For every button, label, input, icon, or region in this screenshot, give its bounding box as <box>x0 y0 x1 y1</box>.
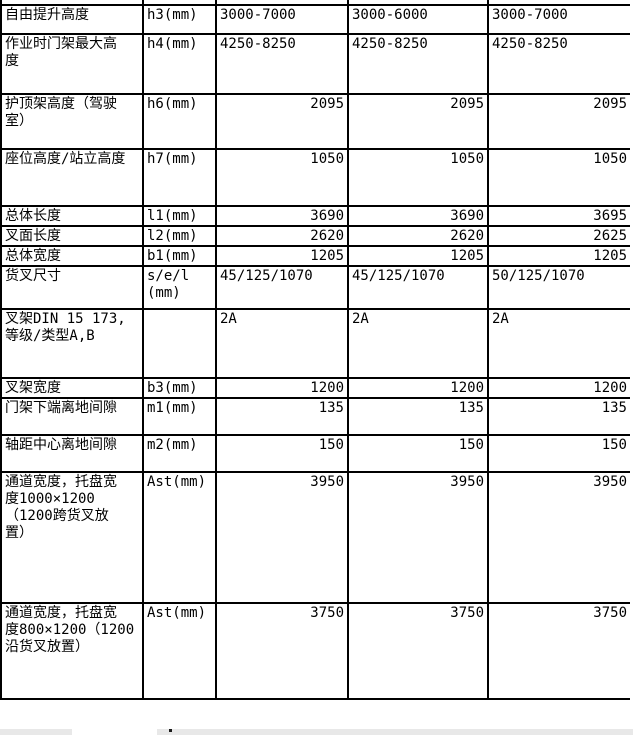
spec-name-cell[interactable]: 总体宽度 <box>0 245 144 267</box>
model-2-value-cell[interactable]: 2095 <box>347 93 489 150</box>
model-2-value-cell[interactable]: 45/125/1070 <box>347 265 489 310</box>
model-3-value-cell[interactable]: 1200 <box>487 377 632 399</box>
table-row: 总体宽度 b1(mm) 1205 1205 1205 <box>0 245 632 267</box>
parameter-symbol-cell[interactable]: h3(mm) <box>142 4 217 35</box>
model-3-value-cell[interactable]: 2A <box>487 308 632 379</box>
right-white-margin <box>630 0 633 735</box>
model-2-value-cell[interactable]: 3690 <box>347 205 489 227</box>
parameter-symbol-cell[interactable]: Ast(mm) <box>142 471 217 604</box>
table-row: 总体长度 l1(mm) 3690 3690 3695 <box>0 205 632 227</box>
model-3-value-cell[interactable]: 2095 <box>487 93 632 150</box>
spec-table: 自由提升高度 h3(mm) 3000-7000 3000-6000 3000-7000 作… <box>0 0 632 700</box>
table-row: 护顶架高度（驾驶 室） h6(mm) 2095 2095 2095 <box>0 93 632 150</box>
parameter-symbol-cell[interactable]: h4(mm) <box>142 33 217 95</box>
model-2-value-cell[interactable]: 135 <box>347 397 489 436</box>
model-2-value-cell[interactable]: 3750 <box>347 602 489 700</box>
model-3-value-cell[interactable]: 1205 <box>487 245 632 267</box>
below-grid-tick-mark <box>169 729 172 732</box>
model-3-value-cell[interactable]: 150 <box>487 434 632 473</box>
spec-name-cell[interactable]: 护顶架高度（驾驶 室） <box>0 93 144 150</box>
spec-name-cell[interactable]: 座位高度/站立高度 <box>0 148 144 207</box>
model-1-value-cell[interactable]: 1050 <box>215 148 349 207</box>
table-row: 门架下端离地间隙 m1(mm) 135 135 135 <box>0 397 632 436</box>
parameter-symbol-cell[interactable]: h6(mm) <box>142 93 217 150</box>
model-2-value-cell[interactable]: 3000-6000 <box>347 4 489 35</box>
model-2-value-cell[interactable]: 2A <box>347 308 489 379</box>
parameter-symbol-cell[interactable]: b1(mm) <box>142 245 217 267</box>
model-3-value-cell[interactable]: 135 <box>487 397 632 436</box>
model-1-value-cell[interactable]: 3690 <box>215 205 349 227</box>
model-1-value-cell[interactable]: 2620 <box>215 225 349 247</box>
table-row: 叉架宽度 b3(mm) 1200 1200 1200 <box>0 377 632 399</box>
spec-name-cell[interactable]: 轴距中心离地间隙 <box>0 434 144 473</box>
spec-name-cell[interactable]: 货叉尺寸 <box>0 265 144 310</box>
below-grid-shading-left <box>0 729 72 735</box>
spec-name-cell[interactable]: 通道宽度，托盘宽 度1000×1200 （1200跨货叉放 置） <box>0 471 144 604</box>
spec-name-cell[interactable]: 通道宽度，托盘宽 度800×1200（1200 沿货叉放置） <box>0 602 144 700</box>
spec-name-cell[interactable]: 叉面长度 <box>0 225 144 247</box>
table-row: 座位高度/站立高度 h7(mm) 1050 1050 1050 <box>0 148 632 207</box>
model-2-value-cell[interactable]: 1200 <box>347 377 489 399</box>
parameter-symbol-cell[interactable]: l1(mm) <box>142 205 217 227</box>
model-1-value-cell[interactable]: 135 <box>215 397 349 436</box>
table-row: 通道宽度，托盘宽 度1000×1200 （1200跨货叉放 置） Ast(mm) 3… <box>0 471 632 604</box>
parameter-symbol-cell[interactable]: s/e/l (mm) <box>142 265 217 310</box>
model-3-value-cell[interactable]: 3950 <box>487 471 632 604</box>
model-3-value-cell[interactable]: 1050 <box>487 148 632 207</box>
spec-name-cell[interactable]: 作业时门架最大高 度 <box>0 33 144 95</box>
model-1-value-cell[interactable]: 1200 <box>215 377 349 399</box>
model-1-value-cell[interactable]: 45/125/1070 <box>215 265 349 310</box>
model-1-value-cell[interactable]: 2095 <box>215 93 349 150</box>
parameter-symbol-cell[interactable]: l2(mm) <box>142 225 217 247</box>
spec-table-body: 自由提升高度 h3(mm) 3000-7000 3000-6000 3000-7000 作… <box>0 0 632 700</box>
cropped-top-row <box>0 0 632 6</box>
cropped-top-cell <box>215 0 349 6</box>
below-grid-white-gap <box>72 729 157 735</box>
model-1-value-cell[interactable]: 2A <box>215 308 349 379</box>
model-2-value-cell[interactable]: 150 <box>347 434 489 473</box>
table-row: 通道宽度，托盘宽 度800×1200（1200 沿货叉放置） Ast(mm) 375… <box>0 602 632 700</box>
model-3-value-cell[interactable]: 3000-7000 <box>487 4 632 35</box>
model-2-value-cell[interactable]: 2620 <box>347 225 489 247</box>
model-3-value-cell[interactable]: 50/125/1070 <box>487 265 632 310</box>
parameter-symbol-cell[interactable]: b3(mm) <box>142 377 217 399</box>
parameter-symbol-cell[interactable]: m2(mm) <box>142 434 217 473</box>
spec-name-cell[interactable]: 自由提升高度 <box>0 4 144 35</box>
model-1-value-cell[interactable]: 150 <box>215 434 349 473</box>
parameter-symbol-cell[interactable]: Ast(mm) <box>142 602 217 700</box>
parameter-symbol-cell[interactable]: h7(mm) <box>142 148 217 207</box>
model-1-value-cell[interactable]: 3000-7000 <box>215 4 349 35</box>
model-2-value-cell[interactable]: 1205 <box>347 245 489 267</box>
cropped-top-cell <box>142 0 217 6</box>
bottom-cropped-row <box>0 729 633 735</box>
model-2-value-cell[interactable]: 1050 <box>347 148 489 207</box>
model-3-value-cell[interactable]: 4250-8250 <box>487 33 632 95</box>
model-3-value-cell[interactable]: 2625 <box>487 225 632 247</box>
model-1-value-cell[interactable]: 3950 <box>215 471 349 604</box>
spec-name-cell[interactable]: 叉架DIN 15 173, 等级/类型A,B <box>0 308 144 379</box>
table-row: 叉面长度 l2(mm) 2620 2620 2625 <box>0 225 632 247</box>
model-1-value-cell[interactable]: 3750 <box>215 602 349 700</box>
table-row: 轴距中心离地间隙 m2(mm) 150 150 150 <box>0 434 632 473</box>
below-grid-shading-right <box>157 729 633 735</box>
table-row: 自由提升高度 h3(mm) 3000-7000 3000-6000 3000-7000 <box>0 4 632 35</box>
model-3-value-cell[interactable]: 3750 <box>487 602 632 700</box>
parameter-symbol-cell[interactable] <box>142 308 217 379</box>
model-2-value-cell[interactable]: 4250-8250 <box>347 33 489 95</box>
parameter-symbol-cell[interactable]: m1(mm) <box>142 397 217 436</box>
cropped-top-cell <box>0 0 144 6</box>
table-row: 货叉尺寸 s/e/l (mm) 45/125/1070 45/125/1070 50/1… <box>0 265 632 310</box>
spec-name-cell[interactable]: 总体长度 <box>0 205 144 227</box>
spec-name-cell[interactable]: 叉架宽度 <box>0 377 144 399</box>
table-row: 叉架DIN 15 173, 等级/类型A,B 2A 2A 2A <box>0 308 632 379</box>
model-2-value-cell[interactable]: 3950 <box>347 471 489 604</box>
spec-name-cell[interactable]: 门架下端离地间隙 <box>0 397 144 436</box>
cropped-top-cell <box>347 0 489 6</box>
model-1-value-cell[interactable]: 1205 <box>215 245 349 267</box>
model-3-value-cell[interactable]: 3695 <box>487 205 632 227</box>
model-1-value-cell[interactable]: 4250-8250 <box>215 33 349 95</box>
table-row: 作业时门架最大高 度 h4(mm) 4250-8250 4250-8250 4250-8… <box>0 33 632 95</box>
